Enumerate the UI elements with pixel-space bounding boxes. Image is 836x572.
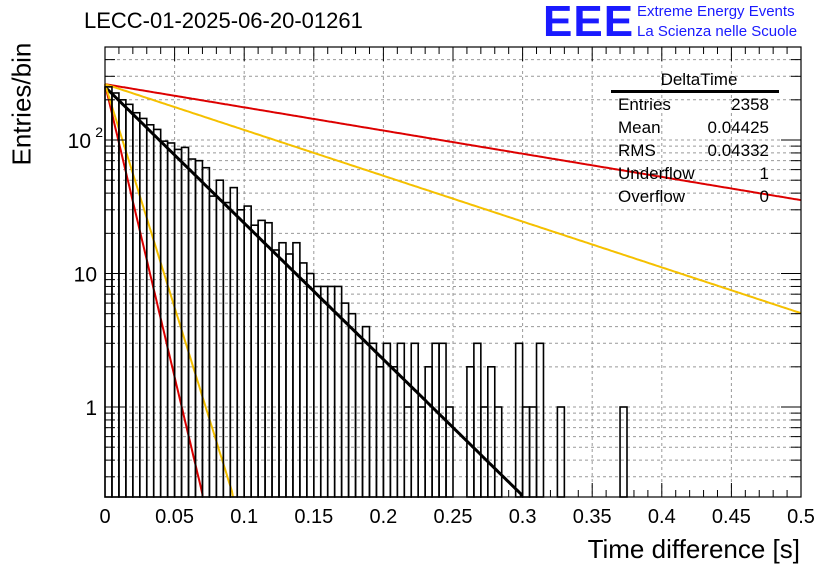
- stats-label: Entries: [618, 95, 671, 114]
- y-tick-label: 10: [68, 130, 91, 153]
- y-tick-label: 10: [74, 264, 97, 287]
- stats-value: 1: [759, 164, 769, 183]
- stats-row: Overflow 0: [611, 185, 779, 208]
- histogram-bar: [278, 241, 287, 498]
- x-tick-label: 0.45: [712, 506, 751, 528]
- fit-curve: [104, 83, 802, 315]
- stats-title: DeltaTime: [611, 70, 779, 93]
- stats-box: DeltaTime Entries 2358 Mean 0.04425 RMS 0.0…: [611, 70, 779, 208]
- histogram-bar: [139, 117, 148, 498]
- histogram-bar: [250, 224, 259, 498]
- histogram-bar: [222, 201, 232, 498]
- histogram-bar: [208, 195, 218, 498]
- histogram-bar: [556, 406, 566, 498]
- histogram-bar: [312, 285, 322, 498]
- histogram-bar: [619, 406, 628, 498]
- x-tick-label: 0: [99, 506, 110, 528]
- histogram-bar: [319, 285, 329, 498]
- stats-row: RMS 0.04332: [611, 139, 779, 162]
- axes-frame: [104, 46, 802, 498]
- x-tick-label: 0.25: [434, 506, 473, 528]
- histogram-bar: [264, 221, 273, 498]
- histogram-bar: [340, 302, 350, 498]
- stats-label: Underflow: [618, 164, 695, 183]
- histogram-bar: [229, 186, 239, 498]
- logo-subtitle-line1: Extreme Energy Events: [637, 3, 795, 20]
- histogram-bar: [306, 272, 315, 498]
- histogram-bar: [521, 406, 531, 498]
- x-tick-label: 0.5: [787, 506, 815, 528]
- histogram-bar: [480, 406, 489, 498]
- histogram-bar: [326, 285, 336, 498]
- x-tick-label: 0.15: [294, 506, 333, 528]
- histogram-bar: [466, 366, 475, 498]
- stats-row: Underflow 1: [611, 162, 779, 185]
- x-tick-label: 0.4: [648, 506, 676, 528]
- histogram-bar: [389, 366, 399, 498]
- x-tick-label: 0.2: [369, 506, 397, 528]
- fit-curve: [104, 83, 802, 202]
- histogram-bar: [347, 312, 357, 498]
- fit-curve: [104, 83, 204, 498]
- histogram-bar: [486, 366, 496, 498]
- stats-row: Mean 0.04425: [611, 116, 779, 139]
- x-tick-label: 0.35: [573, 506, 612, 528]
- histogram-bar: [403, 406, 413, 498]
- stats-label: RMS: [618, 141, 656, 160]
- x-tick-label: 0.05: [155, 506, 194, 528]
- stats-row: Entries 2358: [611, 93, 779, 116]
- y-axis-label: Entries/bin: [6, 42, 37, 166]
- histogram-bar: [104, 86, 113, 498]
- x-axis-label: Time difference [s]: [587, 534, 800, 564]
- stats-label: Mean: [618, 118, 661, 137]
- histogram-bar: [424, 366, 433, 498]
- tick-labels: 0 0.05 0.1 0.15 0.2 0.25 0.3 0.35 0.4 0.45 0.51101…: [68, 124, 815, 528]
- histogram-bar: [180, 146, 190, 498]
- logo-subtitle-line2: La Scienza nelle Scuole: [637, 23, 798, 40]
- stats-value: 0.04332: [707, 141, 769, 160]
- histogram-bar: [194, 159, 204, 498]
- x-tick-label: 0.1: [230, 506, 258, 528]
- x-tick-label: 0.3: [509, 506, 537, 528]
- histogram-bar: [375, 366, 385, 498]
- histogram-bar: [528, 406, 538, 498]
- histogram-bar: [292, 241, 301, 498]
- histogram-bar: [257, 219, 266, 498]
- histogram-bar: [236, 209, 246, 498]
- histogram-bar: [166, 142, 176, 498]
- eee-logo: EEE: [543, 0, 635, 46]
- histogram-bar: [417, 406, 426, 498]
- y-tick-exponent: 2: [95, 124, 103, 140]
- histogram-bar: [243, 205, 252, 498]
- histogram-bar: [361, 325, 371, 498]
- stats-value: 0.04425: [707, 118, 769, 137]
- histogram-bar: [493, 406, 503, 498]
- y-tick-label: 1: [85, 397, 97, 420]
- stats-label: Overflow: [618, 187, 686, 206]
- stats-value: 2358: [731, 95, 769, 114]
- histogram-bar: [132, 111, 141, 498]
- histogram-bars: [104, 86, 628, 498]
- stats-value: 0: [759, 187, 769, 206]
- histogram-bar: [299, 262, 308, 498]
- chart-title: LECC-01-2025-06-20-01261: [84, 8, 363, 33]
